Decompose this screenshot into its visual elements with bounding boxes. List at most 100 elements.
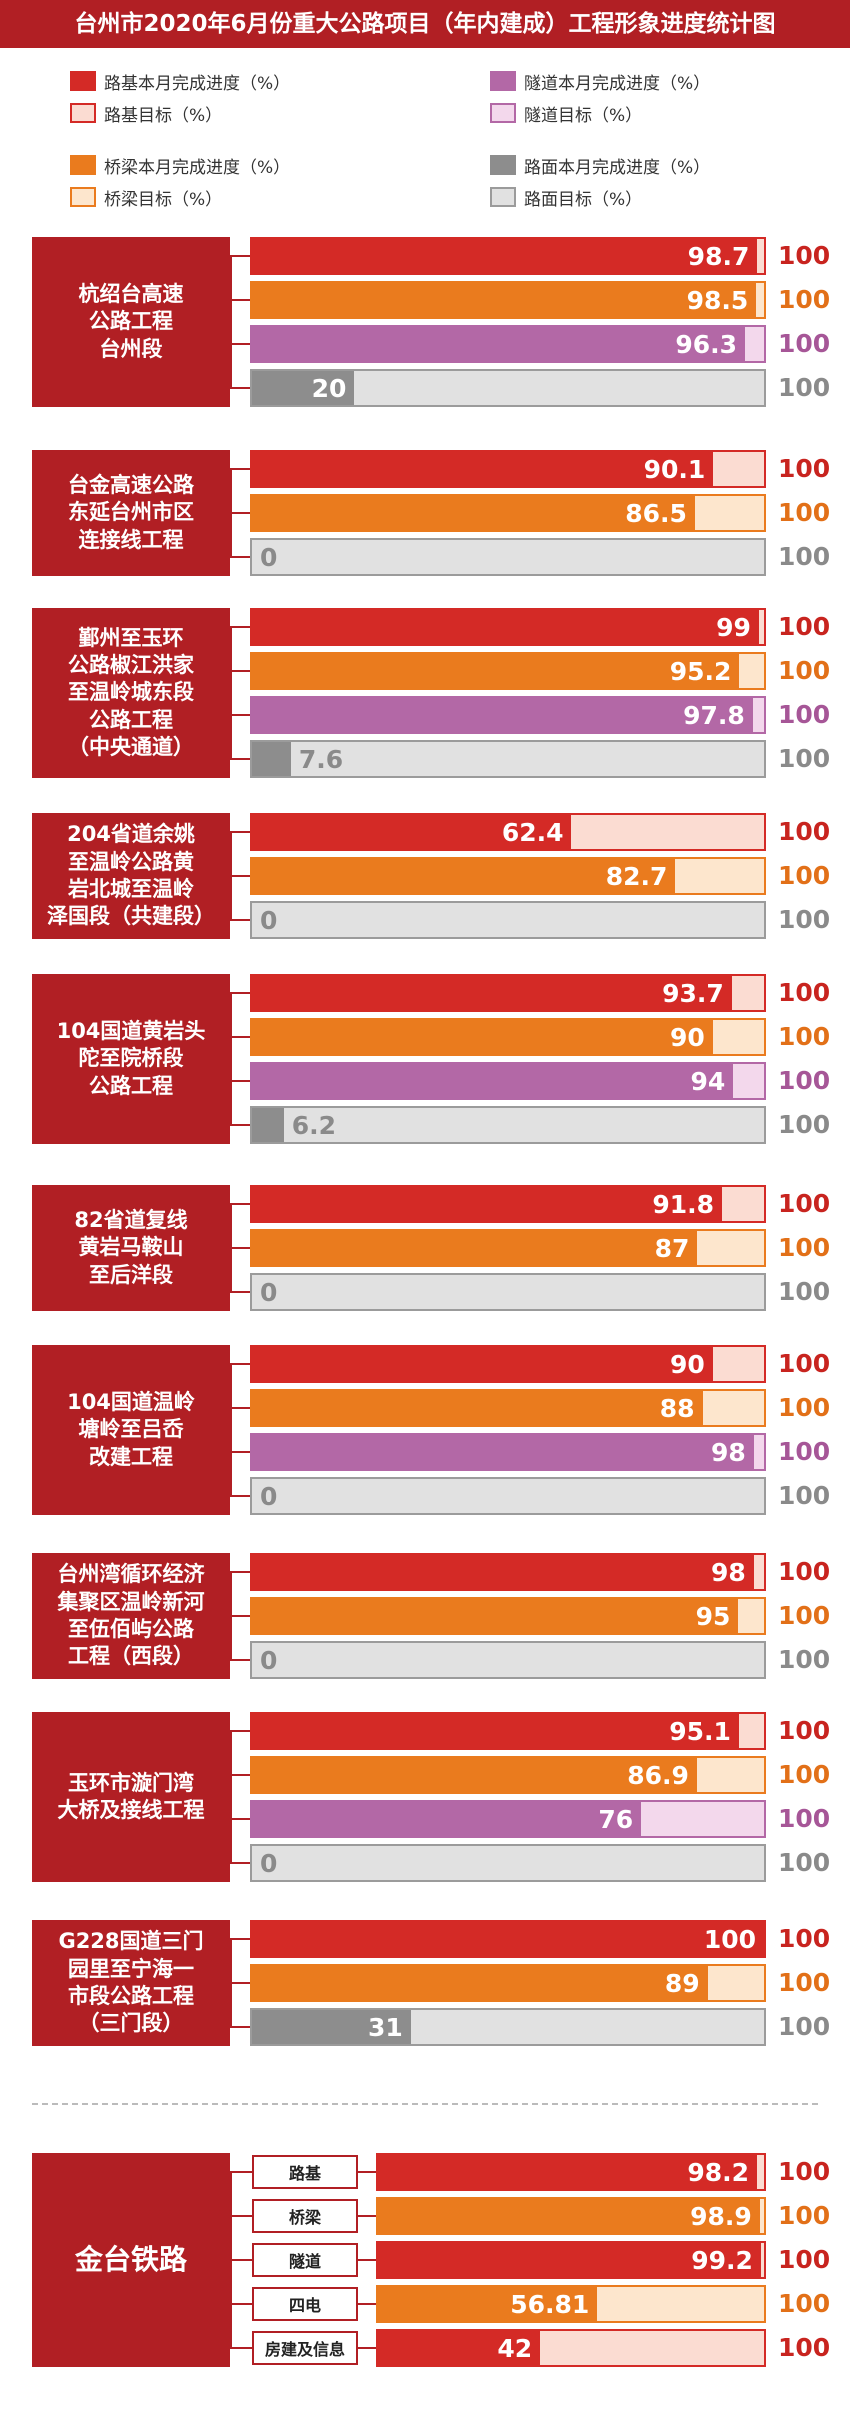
bar-tunnel-target: 96.3	[250, 325, 766, 363]
bar-bridge-fill	[252, 1231, 698, 1265]
bar-value-label: 98.2	[687, 2157, 750, 2187]
bar-bridge-fill	[252, 1966, 708, 2000]
bar-subgrade-fill	[252, 610, 759, 644]
bar-target-label: 100	[778, 2201, 831, 2230]
connector-tick	[230, 1080, 250, 1082]
bar-target-label: 100	[778, 2012, 831, 2041]
bar-bridge-target: 88	[250, 1389, 766, 1427]
bar-value-label: 96.3	[675, 329, 738, 359]
bar-bridge-target: 95.2	[250, 652, 766, 690]
connector-tick	[230, 1659, 250, 1661]
bar-pavement-fill	[252, 1108, 284, 1142]
bar-bridge-fill	[252, 1599, 739, 1633]
legend-item: 隧道本月完成进度（%）	[490, 70, 710, 94]
connector-tick	[230, 2215, 252, 2217]
bar-pavement-target: 0	[250, 1641, 766, 1679]
bar-bridge-fill	[252, 1391, 703, 1425]
bar-pavement-fill	[252, 2010, 411, 2044]
bar-value-label: 90	[670, 1022, 705, 1052]
railway-category-label: 四电	[252, 2287, 358, 2321]
bar-subgrade-fill	[252, 1555, 754, 1589]
railway-category-label: 房建及信息	[252, 2331, 358, 2365]
legend-label: 路面本月完成进度（%）	[524, 157, 711, 178]
bar-bridge-target: 82.7	[250, 857, 766, 895]
bar-bridge-fill	[252, 1758, 697, 1792]
bar-target-label: 100	[778, 285, 831, 314]
connector-tick	[230, 1774, 250, 1776]
bar-value-label: 98	[710, 1557, 746, 1587]
railway-category-label: 路基	[252, 2155, 358, 2189]
bar-target-label: 100	[778, 1557, 831, 1586]
bar-value-label: 7.6	[298, 744, 344, 774]
bar-bridge-target: 89	[250, 1964, 766, 2002]
bar-subgrade-target: 100	[250, 1920, 766, 1958]
connector-tick	[358, 2171, 376, 2173]
legend-label: 桥梁本月完成进度（%）	[104, 157, 291, 178]
bar-target-label: 100	[778, 1110, 831, 1139]
bar-pavement-target: 0	[250, 538, 766, 576]
bar-target-label: 100	[778, 498, 831, 527]
bar-bridge-target: 98.9	[376, 2197, 766, 2235]
connector-tick	[230, 1363, 250, 1365]
connector-tick	[230, 299, 250, 301]
connector-line	[230, 627, 232, 759]
bar-target-label: 100	[778, 329, 831, 358]
bar-value-label: 90	[670, 1349, 705, 1379]
legend-label: 桥梁目标（%）	[104, 189, 223, 210]
connector-tick	[358, 2303, 376, 2305]
project-name: 台州湾循环经济 集聚区温岭新河 至伍佰屿公路 工程（西段）	[32, 1553, 230, 1679]
bar-bridge-fill	[252, 859, 676, 893]
legend-item: 桥梁目标（%）	[70, 186, 223, 210]
bar-pavement-target: 0	[250, 1844, 766, 1882]
connector-tick	[230, 2171, 252, 2173]
railway-category-label: 隧道	[252, 2243, 358, 2277]
bar-subgrade-fill	[252, 1187, 723, 1221]
connector-tick	[358, 2347, 376, 2349]
bar-subgrade-fill	[378, 2155, 758, 2189]
legend-item: 路面本月完成进度（%）	[490, 154, 711, 178]
bar-subgrade-target: 93.7	[250, 974, 766, 1012]
connector-tick	[230, 758, 250, 760]
project-name: 台金高速公路 东延台州市区 连接线工程	[32, 450, 230, 576]
project-name: 杭绍台高速 公路工程 台州段	[32, 237, 230, 407]
bar-subgrade-fill	[252, 239, 758, 273]
bar-value-label: 86.9	[627, 1760, 689, 1790]
bar-subgrade-target: 99	[250, 608, 766, 646]
connector-tick	[358, 2259, 376, 2261]
legend-swatch	[490, 155, 516, 175]
bar-pavement-target: 0	[250, 1477, 766, 1515]
bar-bridge-target: 86.5	[250, 494, 766, 532]
connector-tick	[230, 1407, 250, 1409]
bar-pavement-target: 20	[250, 369, 766, 407]
connector-tick	[230, 255, 250, 257]
connector-tick	[230, 1571, 250, 1573]
connector-tick	[230, 512, 250, 514]
bar-pavement-fill	[252, 742, 291, 776]
connector-line	[230, 256, 232, 388]
bar-target-label: 100	[778, 700, 831, 729]
bar-value-label: 87	[654, 1233, 690, 1263]
bar-bridge-target: 98.5	[250, 281, 766, 319]
bar-subgrade-fill	[252, 976, 732, 1010]
bar-pavement-fill	[252, 371, 355, 405]
legend-item: 隧道目标（%）	[490, 102, 642, 126]
bar-value-label: 100	[703, 1924, 756, 1954]
bar-target-label: 100	[778, 1022, 831, 1051]
bar-pavement-target: 0	[250, 1273, 766, 1311]
legend-swatch	[490, 187, 516, 207]
connector-tick	[230, 919, 250, 921]
legend-swatch	[490, 103, 516, 123]
bar-tunnel-target: 76	[250, 1800, 766, 1838]
bar-subgrade-target: 98	[250, 1553, 766, 1591]
connector-tick	[230, 670, 250, 672]
bar-value-label: 95.2	[669, 656, 732, 686]
bar-target-label: 100	[778, 1233, 831, 1262]
bar-value-label: 0	[260, 1645, 278, 1675]
bar-subgrade-fill	[252, 1714, 739, 1748]
legend-label: 路基目标（%）	[104, 105, 223, 126]
bar-target-label: 100	[778, 1968, 831, 1997]
bar-target-label: 100	[778, 2157, 831, 2186]
bar-subgrade-target: 91.8	[250, 1185, 766, 1223]
bar-value-label: 56.81	[510, 2289, 590, 2319]
bar-pavement-target: 31	[250, 2008, 766, 2046]
